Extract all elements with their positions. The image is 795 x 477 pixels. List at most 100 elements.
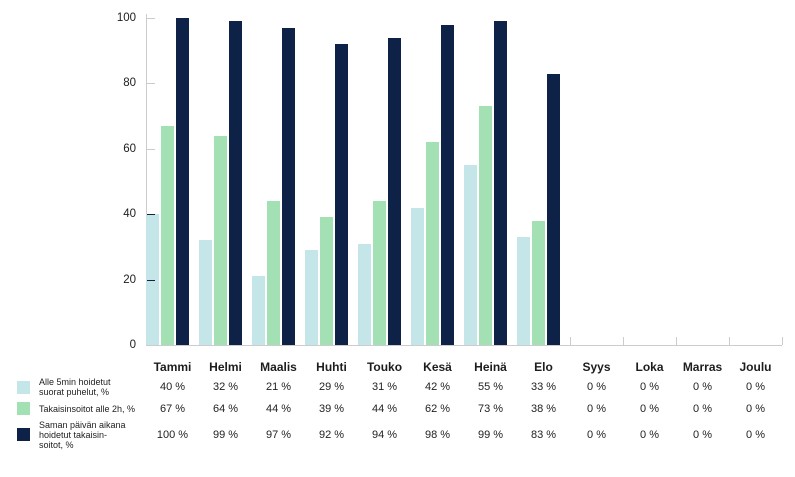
table-value: 0 %	[693, 428, 712, 441]
bar-maalis-series1	[252, 276, 265, 345]
bar-helmi-series2	[214, 136, 227, 345]
table-value: 0 %	[693, 402, 712, 415]
y-axis-label: 80	[123, 77, 136, 90]
y-axis-label: 60	[123, 142, 136, 155]
month-header: Joulu	[739, 360, 772, 374]
month-header: Heinä	[474, 360, 507, 374]
bar-elo-series2	[532, 221, 545, 345]
bar-helmi-series1	[199, 240, 212, 345]
table-value: 44 %	[265, 402, 292, 415]
table-value: 0 %	[693, 381, 712, 393]
legend-label-line: soitot, %	[39, 439, 74, 450]
legend-label-line: Alle 5min hoidetut	[39, 377, 111, 387]
bar-kesä-series1	[411, 208, 424, 345]
table-value: 83 %	[530, 428, 557, 441]
table-value: 39 %	[318, 402, 345, 415]
bar-touko-series2	[373, 201, 386, 345]
legend-label-line: Takaisinsoitot alle 2h, %	[39, 403, 136, 414]
x-tick	[676, 337, 677, 345]
month-header: Marras	[682, 360, 723, 374]
table-value: 0 %	[746, 428, 765, 441]
y-tick	[147, 148, 155, 150]
bar-heinä-series2	[479, 106, 492, 345]
bar-heinä-series1	[464, 165, 477, 345]
month-header: Tammi	[153, 360, 192, 374]
bar-maalis-series2	[267, 201, 280, 345]
month-header: Elo	[534, 360, 553, 374]
y-tick	[147, 83, 155, 85]
bar-elo-series3	[547, 74, 560, 345]
y-axis-label: 100	[116, 12, 136, 24]
legend-swatch	[17, 428, 30, 441]
table-value: 0 %	[746, 402, 765, 415]
bar-huhti-series2	[320, 217, 333, 345]
bar-helmi-series3	[229, 21, 242, 345]
table-value: 97 %	[265, 428, 292, 441]
legend-label: Saman päivän aikana hoidetut takaisin-soi…	[39, 420, 126, 450]
table-value: 64 %	[212, 402, 239, 415]
bar-tammi-series3	[176, 18, 189, 345]
table-value: 99 %	[212, 428, 239, 441]
x-tick	[782, 337, 783, 345]
month-header: Maalis	[260, 360, 297, 374]
table-value: 0 %	[640, 402, 659, 415]
month-header: Kesä	[423, 360, 452, 374]
table-value: 33 %	[530, 381, 557, 393]
legend-label-line: Saman päivän aikana	[39, 419, 126, 430]
legend-label-line: hoidetut takaisin-	[39, 429, 108, 440]
bar-heinä-series3	[494, 21, 507, 345]
x-tick	[729, 337, 730, 345]
table-value: 67 %	[159, 402, 186, 415]
table-value: 92 %	[318, 428, 345, 441]
legend-item: Alle 5min hoidetut suorat puhelut, %	[0, 376, 146, 398]
month-header: Syys	[582, 360, 611, 374]
bar-maalis-series3	[282, 28, 295, 345]
table-value: 62 %	[424, 402, 451, 415]
month-header: Touko	[366, 360, 403, 374]
legend-label: Alle 5min hoidetut suorat puhelut, %	[39, 377, 111, 397]
legend-item: Takaisinsoitot alle 2h, %	[0, 398, 146, 419]
bar-touko-series3	[388, 38, 401, 345]
table-value: 0 %	[587, 428, 606, 441]
bar-kesä-series3	[441, 25, 454, 345]
table-value: 44 %	[371, 402, 398, 415]
x-tick	[570, 337, 571, 345]
table-value: 0 %	[587, 402, 606, 415]
y-axis-label: 20	[123, 273, 136, 286]
table-value: 32 %	[212, 381, 239, 393]
y-axis-label: 0	[129, 339, 136, 351]
table-value: 94 %	[371, 428, 398, 441]
x-tick	[623, 337, 624, 345]
table-value: 40 %	[159, 381, 186, 393]
bar-elo-series1	[517, 237, 530, 345]
table-value: 31 %	[371, 381, 398, 393]
table-value: 98 %	[424, 428, 451, 441]
table-value: 38 %	[530, 402, 557, 415]
legend-item: Saman päivän aikana hoidetut takaisin-soi…	[0, 419, 146, 450]
legend-swatch	[17, 402, 30, 415]
data-table: Tammi Helmi Maalis Huhti Touko Kesä Heinä Elo Sy…	[0, 358, 782, 450]
table-value: 100 %	[156, 428, 189, 441]
table-value: 0 %	[587, 381, 606, 393]
month-header: Loka	[635, 360, 664, 374]
bar-tammi-series2	[161, 126, 174, 345]
table-corner-spacer	[0, 358, 146, 376]
bar-huhti-series3	[335, 44, 348, 345]
bar-touko-series1	[358, 244, 371, 345]
table-value: 55 %	[477, 381, 504, 393]
month-header: Helmi	[209, 360, 242, 374]
y-tick	[147, 18, 155, 19]
y-tick	[147, 279, 155, 281]
table-value: 0 %	[640, 381, 659, 393]
x-axis-line	[146, 345, 782, 346]
legend-swatch	[17, 380, 30, 394]
legend-label-line: suorat puhelut, %	[39, 387, 110, 397]
y-axis-line	[146, 14, 147, 346]
bar-tammi-series1	[146, 214, 159, 345]
bar-huhti-series1	[305, 250, 318, 345]
legend-label: Takaisinsoitot alle 2h, %	[39, 404, 135, 414]
y-axis-label: 40	[123, 208, 136, 221]
table-value: 0 %	[746, 381, 765, 393]
